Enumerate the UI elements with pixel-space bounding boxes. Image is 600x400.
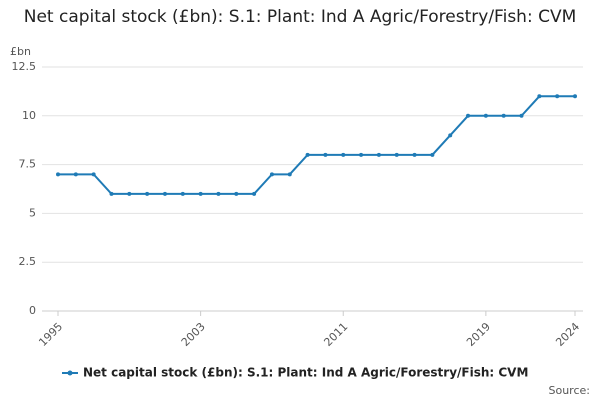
data-point: [305, 152, 310, 157]
x-tick-label: 2019: [464, 320, 493, 349]
data-point: [537, 94, 542, 99]
x-tick-label: 1995: [36, 320, 65, 349]
y-tick-label: 0: [29, 304, 36, 317]
data-point: [287, 172, 292, 177]
x-tick-label: 2011: [321, 320, 350, 349]
data-point: [198, 191, 203, 196]
data-point: [162, 191, 167, 196]
y-unit-label: £bn: [10, 45, 31, 58]
data-point: [412, 152, 417, 157]
data-point: [466, 113, 471, 118]
y-tick-label: 12.5: [12, 60, 37, 73]
data-point: [109, 191, 114, 196]
data-point: [127, 191, 132, 196]
y-tick-label: 2.5: [19, 255, 37, 268]
data-line: [58, 95, 575, 195]
legend-marker: [67, 370, 73, 376]
legend-text: Net capital stock (£bn): S.1: Plant: Ind…: [83, 366, 528, 380]
source-label: Source:: [549, 384, 591, 397]
data-point: [145, 191, 150, 196]
data-point: [269, 172, 274, 177]
data-point: [376, 152, 381, 157]
data-point: [359, 152, 364, 157]
y-tick-label: 7.5: [19, 158, 37, 171]
data-point: [91, 172, 96, 177]
data-point: [56, 172, 60, 177]
x-tick-label: 2024: [553, 320, 582, 349]
data-point: [216, 191, 221, 196]
x-tick-label: 2003: [179, 320, 208, 349]
data-point: [323, 152, 328, 157]
data-point: [519, 113, 524, 118]
y-tick-label: 10: [22, 109, 36, 122]
data-point: [430, 152, 435, 157]
data-point: [73, 172, 78, 177]
data-point: [555, 94, 560, 99]
data-point: [341, 152, 346, 157]
data-point: [180, 191, 185, 196]
data-point: [573, 94, 577, 99]
y-tick-label: 5: [29, 206, 36, 219]
data-point: [483, 113, 488, 118]
data-point: [448, 133, 453, 138]
chart-title: Net capital stock (£bn): S.1: Plant: Ind…: [23, 7, 577, 27]
data-point: [252, 191, 257, 196]
data-point: [501, 113, 506, 118]
data-point: [234, 191, 239, 196]
data-point: [394, 152, 399, 157]
